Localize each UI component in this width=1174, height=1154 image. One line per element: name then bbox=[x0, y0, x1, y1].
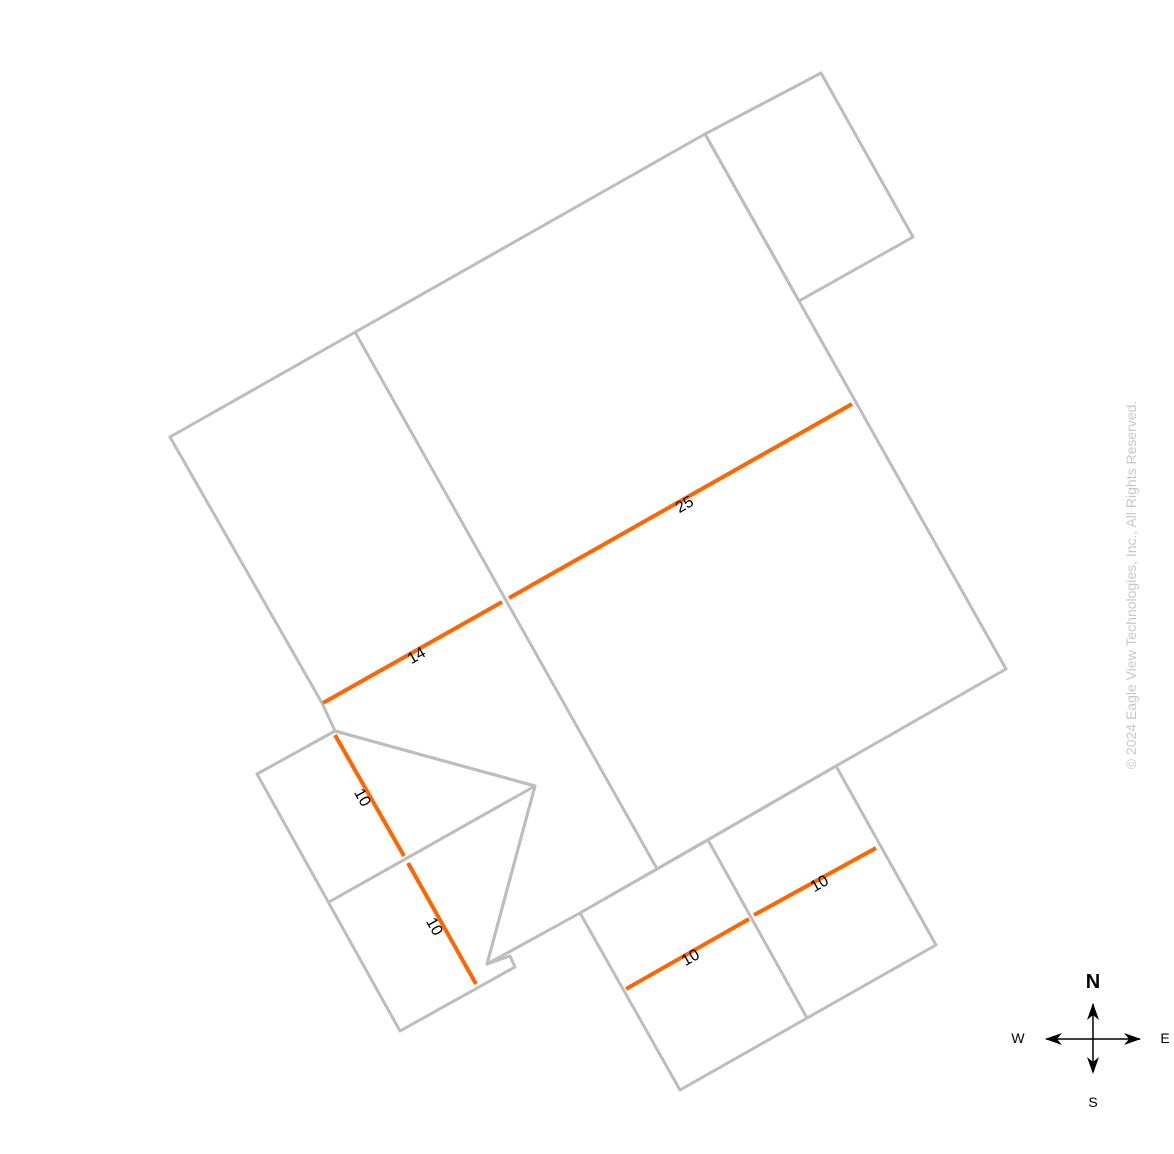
compass-east-label: E bbox=[1160, 1030, 1169, 1046]
compass-south-arrow-icon bbox=[1087, 1057, 1099, 1074]
compass-rose-icon: N S W E bbox=[1011, 971, 1169, 1110]
ridge-label-25: 25 bbox=[673, 493, 697, 517]
compass-south-label: S bbox=[1088, 1094, 1097, 1110]
ridge-line-10-upper bbox=[333, 734, 406, 857]
ridge-line-25 bbox=[508, 402, 853, 600]
ridge-label-10-southeast-right: 10 bbox=[808, 872, 832, 896]
southwest-wing-divider-line bbox=[327, 784, 537, 904]
facet-divider-line bbox=[353, 330, 658, 869]
ridge-label-14: 14 bbox=[405, 644, 429, 668]
copyright-watermark: © 2024 Eagle View Technologies, Inc., Al… bbox=[1123, 401, 1139, 770]
main-roof-outline bbox=[168, 132, 1008, 966]
ridge-label-10-southeast-left: 10 bbox=[679, 946, 703, 970]
ridge-labels: 25 14 10 10 10 10 bbox=[350, 493, 832, 970]
ridge-label-10-upper: 10 bbox=[350, 786, 374, 810]
northeast-wing-outline bbox=[703, 71, 915, 303]
ridge-lines bbox=[322, 402, 877, 991]
ridge-line-10-southeast-left bbox=[625, 917, 750, 991]
southwest-wing-outline bbox=[255, 729, 537, 1033]
ridge-line-10-southeast-right bbox=[753, 846, 877, 917]
southeast-wing-outline bbox=[578, 764, 938, 1092]
ridge-label-10-lower: 10 bbox=[422, 915, 446, 939]
compass-west-label: W bbox=[1011, 1030, 1025, 1046]
ridge-line-14 bbox=[322, 600, 503, 705]
ridge-line-10-lower bbox=[406, 862, 478, 985]
compass-north-arrow-icon bbox=[1087, 1003, 1099, 1020]
compass-east-arrow-icon bbox=[1124, 1033, 1141, 1045]
compass-north-label: N bbox=[1086, 971, 1100, 993]
compass-west-arrow-icon bbox=[1045, 1033, 1062, 1045]
roof-outlines bbox=[168, 71, 1008, 1092]
southeast-wing-divider-line bbox=[706, 838, 809, 1020]
